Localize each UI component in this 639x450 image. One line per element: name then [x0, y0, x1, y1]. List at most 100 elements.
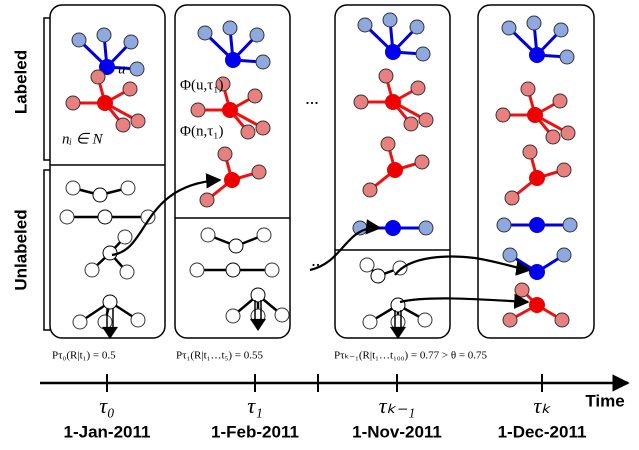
- arrow-head: [389, 326, 407, 339]
- node: [249, 27, 265, 43]
- node: [222, 20, 238, 36]
- arrow: [394, 255, 532, 276]
- node: [559, 49, 575, 65]
- node: [92, 187, 108, 203]
- arrows: [101, 173, 532, 339]
- node: [410, 80, 426, 96]
- node: [225, 52, 241, 68]
- node: [240, 124, 256, 140]
- probability: Pτₖ₋₁(R|t₁…t₁₀₀) = 0.77 > θ = 0.75: [334, 350, 488, 362]
- bracket: [43, 17, 50, 331]
- node: [255, 54, 271, 70]
- node: [72, 314, 88, 330]
- phi-label: Φ(u,τ₁): [180, 77, 223, 93]
- node: [250, 287, 266, 303]
- ellipsis: ...: [305, 88, 319, 108]
- node: [370, 268, 386, 284]
- node: [418, 220, 434, 236]
- ellipsis: ...: [311, 250, 325, 270]
- frames: [43, 4, 595, 339]
- node: [385, 94, 401, 110]
- node: [359, 257, 375, 273]
- node: [129, 61, 145, 77]
- node: [225, 308, 241, 324]
- node: [130, 113, 146, 129]
- node: [502, 312, 518, 328]
- arrow-shaft: [394, 310, 402, 330]
- node: [102, 294, 118, 310]
- node: [545, 129, 561, 145]
- date-label: 1-Jan-2011: [64, 422, 151, 441]
- node: [71, 32, 87, 48]
- probability: Pτ₀(R|t₁) = 0.5: [52, 350, 116, 362]
- arrow: [111, 173, 222, 257]
- node: [556, 162, 572, 178]
- node: [96, 27, 112, 43]
- node: [529, 297, 545, 313]
- node: [99, 59, 115, 75]
- node: [552, 93, 568, 109]
- node: [522, 144, 538, 160]
- node: [529, 217, 545, 233]
- node: [251, 164, 267, 180]
- node: [527, 107, 543, 123]
- date-label: 1-Nov-2011: [352, 422, 442, 441]
- tau-label: τ₁: [247, 393, 263, 418]
- tau-label: τₖ₋₁: [379, 393, 416, 418]
- node: [215, 76, 231, 92]
- node: [380, 136, 396, 152]
- date-label: 1-Dec-2011: [498, 422, 587, 441]
- node: [496, 217, 512, 233]
- node: [228, 238, 244, 254]
- node: [357, 17, 373, 33]
- node: [385, 220, 401, 236]
- tau-label: τ₀: [99, 393, 115, 418]
- node: [387, 162, 403, 178]
- node: [189, 262, 205, 278]
- node: [199, 192, 215, 208]
- column-box: [49, 4, 166, 339]
- node: [362, 182, 378, 198]
- node: [120, 180, 136, 196]
- node: [97, 209, 113, 225]
- node: [526, 15, 542, 31]
- node: [274, 307, 290, 323]
- node: [140, 209, 156, 225]
- node: [560, 125, 576, 141]
- node: [222, 102, 238, 118]
- node: [414, 154, 430, 170]
- column-box: [174, 4, 291, 339]
- node: [247, 88, 263, 104]
- node: [190, 102, 206, 118]
- node: [415, 46, 431, 62]
- node: [403, 116, 419, 132]
- arrow-head: [101, 326, 119, 339]
- node: [501, 20, 517, 36]
- node: [90, 69, 106, 85]
- unlabeled-label: Unlabeled: [11, 209, 30, 290]
- node: [123, 34, 139, 50]
- node: [556, 247, 572, 263]
- node: [385, 44, 401, 60]
- node-label: u: [118, 61, 126, 77]
- node: [417, 312, 433, 328]
- tau-label: τₖ: [533, 393, 551, 418]
- arrow-shaft: [254, 300, 262, 322]
- node: [382, 12, 398, 28]
- node: [115, 117, 131, 133]
- node: [256, 227, 272, 243]
- column-box: [477, 4, 595, 339]
- node: [529, 264, 545, 280]
- node: [378, 68, 394, 84]
- node: [529, 47, 545, 63]
- node: [562, 217, 578, 233]
- node: [529, 170, 545, 186]
- timeline: τ₀ 1-Jan-2011 Pτ₀(R|t₁) = 0.5 τ₁ 1-Feb-2011 P…: [52, 350, 586, 442]
- node: [97, 95, 113, 111]
- node: [59, 209, 75, 225]
- node: [217, 146, 233, 162]
- node: [224, 172, 240, 188]
- node: [353, 94, 369, 110]
- node: [65, 95, 81, 111]
